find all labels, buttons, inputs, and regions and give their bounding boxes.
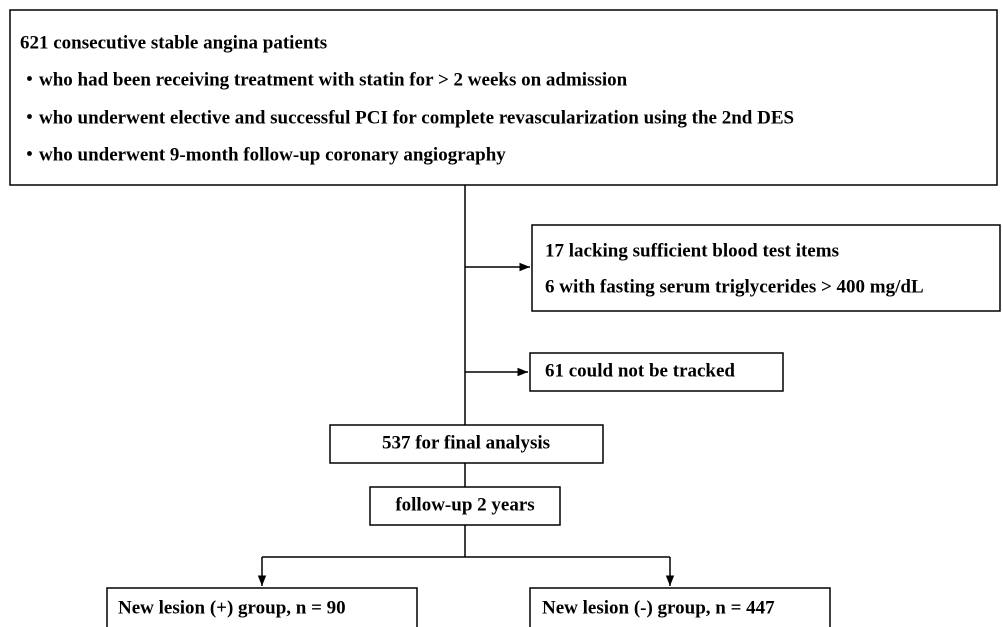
box-text: ・who underwent 9-month follow-up coronar… <box>20 144 506 165</box>
box-text: ・who underwent elective and successful P… <box>20 107 794 128</box>
box-text: 6 with fasting serum triglycerides > 400… <box>545 276 924 297</box>
box <box>329 424 604 464</box>
box-text: New lesion (-) group, n = 447 <box>542 597 775 618</box>
box-text: 621 consecutive stable angina patients <box>20 32 327 53</box>
box <box>369 486 561 526</box>
box <box>531 224 1001 312</box>
box <box>106 587 418 627</box>
box-text: 537 for final analysis <box>382 432 550 453</box>
box <box>529 352 784 392</box>
box-text: ・who had been receiving treatment with s… <box>20 69 628 90</box>
box <box>529 587 831 627</box>
box-text: New lesion (+) group, n = 90 <box>118 597 346 618</box>
box-text: follow-up 2 years <box>395 494 534 515</box>
box-text: 61 could not be tracked <box>545 360 735 381</box>
box <box>9 9 998 186</box>
box-text: 17 lacking sufficient blood test items <box>545 240 839 261</box>
